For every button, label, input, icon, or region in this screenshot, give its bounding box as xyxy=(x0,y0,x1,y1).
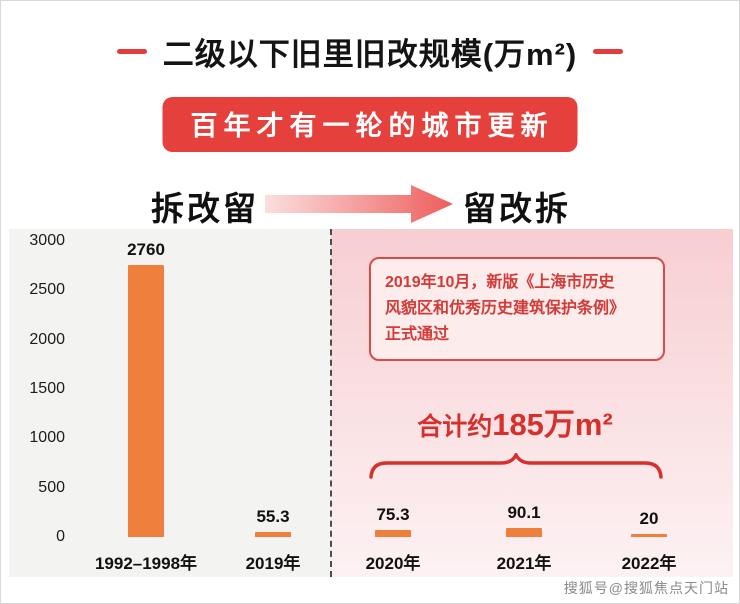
y-axis-label: 500 xyxy=(38,478,65,496)
y-axis-label: 1500 xyxy=(29,380,65,397)
transition-arrow-icon xyxy=(265,185,453,223)
page-title: 二级以下旧里旧改规模(万m²) xyxy=(162,37,578,72)
bar-value-label: 55.3 xyxy=(256,506,290,526)
policy-annotation-box: 2019年10月，新版《上海市历史 风貌区和优秀历史建筑保护条例》 正式通过 xyxy=(369,257,665,361)
bar xyxy=(506,528,542,537)
y-axis-label: 2000 xyxy=(29,330,65,348)
watermark: 搜狐号@搜狐焦点天门站 xyxy=(563,580,729,596)
bar-value-label: 90.1 xyxy=(507,503,541,523)
bar-value-label: 20 xyxy=(639,509,659,528)
bar-value-label: 75.3 xyxy=(376,504,410,524)
chart-background-left xyxy=(9,229,331,577)
total-label: 合计约 185万m² xyxy=(365,399,665,444)
y-axis-label: 3000 xyxy=(29,232,65,249)
x-axis-label: 2021年 xyxy=(496,554,552,573)
x-axis-label: 2022年 xyxy=(621,554,677,573)
bar xyxy=(128,264,164,537)
y-axis-label: 1000 xyxy=(29,429,65,447)
x-axis-label: 1992–1998年 xyxy=(94,554,198,573)
y-axis-label: 0 xyxy=(56,528,65,545)
total-brace-icon xyxy=(369,453,663,479)
total-prefix: 合计约 xyxy=(417,413,493,441)
title-dash-left-icon xyxy=(116,49,147,54)
phase-label-right: 留改拆 xyxy=(463,190,571,227)
x-axis-label: 2020年 xyxy=(365,554,421,573)
phase-label-left: 拆改留 xyxy=(151,190,259,227)
title-row: 二级以下旧里旧改规模(万m²) xyxy=(1,29,739,74)
y-axis-label: 2500 xyxy=(29,281,65,299)
x-axis-label: 2019年 xyxy=(245,554,301,573)
bar-chart: 2019年10月，新版《上海市历史 风貌区和优秀历史建筑保护条例》 正式通过 合… xyxy=(9,229,733,577)
total-value: 185万m² xyxy=(492,407,613,442)
subtitle-banner: 百年才有一轮的城市更新 xyxy=(162,97,578,152)
title-dash-right-icon xyxy=(593,49,624,54)
bar-value-label: 2760 xyxy=(127,239,165,259)
bar xyxy=(375,529,411,537)
bar xyxy=(255,531,291,537)
era-divider-dashed-line xyxy=(330,229,332,577)
bar xyxy=(631,534,667,537)
